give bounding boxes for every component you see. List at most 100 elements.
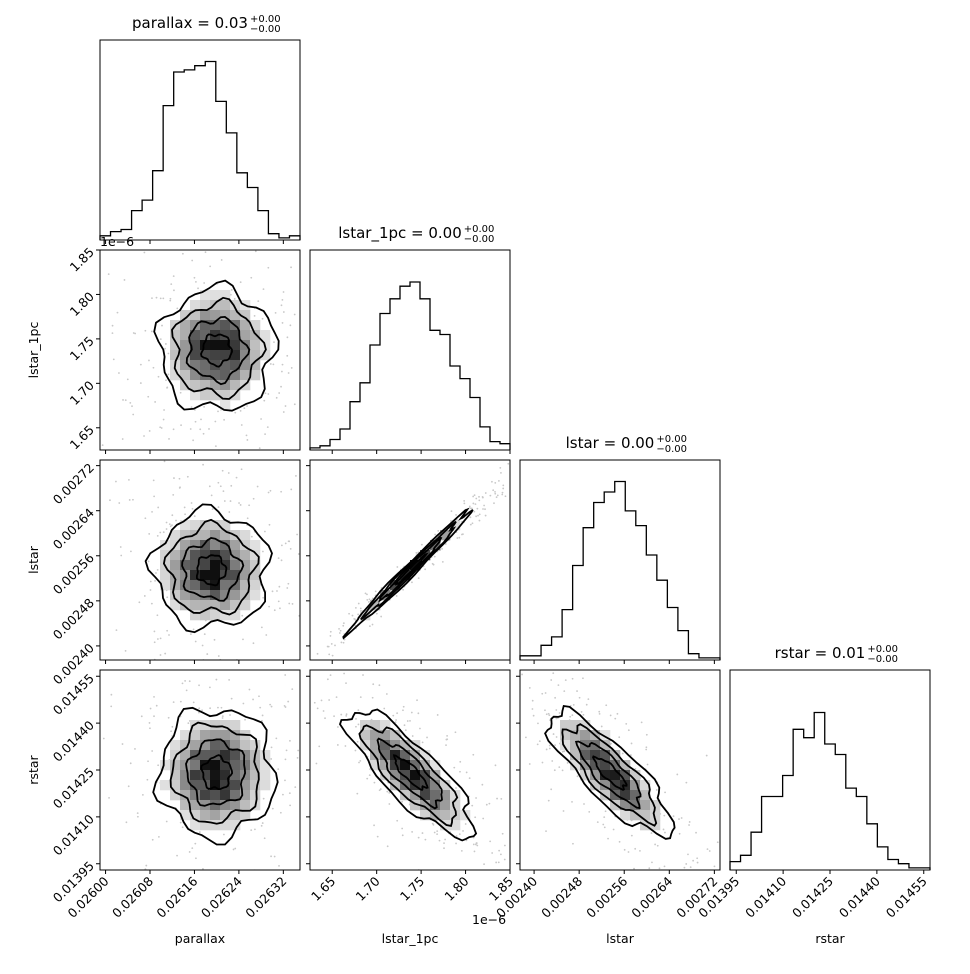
scatter-point [316,707,319,710]
scatter-point [675,890,677,892]
density-cell [410,790,421,801]
density-cell [370,600,381,611]
scatter-point [57,813,59,815]
density-cell [160,550,171,561]
scatter-point [487,871,489,873]
scatter-point [585,703,588,706]
density-cell [190,580,201,591]
density-cell [240,310,251,321]
scatter-point [562,810,565,812]
scatter-point [239,409,242,412]
scatter-point [708,850,711,852]
scatter-point [268,523,271,526]
panel-frame [99,249,301,451]
density-cell [240,320,251,331]
scatter-point [540,443,542,445]
scatter-point [108,796,110,799]
scatter-point [554,696,557,699]
density-cell [220,600,231,611]
x-axis-label-parallax: parallax [175,931,225,946]
density-cell [220,320,231,331]
scatter-point [499,467,502,469]
scatter-point [475,515,478,518]
scatter-point [208,428,210,430]
scatter-point [303,398,305,400]
scatter-point [385,693,388,695]
scatter-point [285,682,287,684]
scatter-point [202,432,205,435]
scatter-point [192,628,195,631]
scatter-point [232,848,235,851]
scatter-point [421,832,424,834]
scatter-point [151,511,153,513]
density-cell [240,740,251,751]
scatter-point [219,485,222,488]
scatter-point [696,861,699,864]
scatter-point [366,777,369,780]
scatter-point [616,712,619,715]
scatter-point [502,487,505,490]
scatter-point [580,711,583,713]
density-cell [210,770,221,781]
contour-level-2 [185,315,251,386]
density-cell [570,740,581,751]
x-tick-label: 1.75 [397,874,427,904]
scatter-point [577,933,579,935]
scatter-point [489,840,492,843]
scatter-point [433,831,436,834]
scatter-point [403,724,406,727]
density-cell [170,770,181,781]
scatter-point [96,373,98,375]
density-cell [240,780,251,791]
density-cell [420,790,431,801]
scatter-point [170,283,173,286]
scatter-point [265,634,268,636]
density-cell [620,770,631,781]
density-cell [440,790,451,801]
density-cell [620,800,631,811]
scatter-point [396,566,399,568]
scatter-point [356,792,359,795]
scatter-point [170,730,172,733]
scatter-point [189,633,192,636]
scatter-point [238,502,240,504]
scatter-point [307,695,309,697]
density-cell [200,730,211,741]
scatter-point [316,819,318,821]
scatter-point [171,524,173,526]
scatter-point [316,843,318,845]
density-cell [620,760,631,771]
histogram-panel-parallax: parallax = 0.03 +0.00−0.00 [99,14,301,241]
scatter-point [51,624,53,626]
density-cell [600,740,611,751]
scatter-point [150,621,152,623]
scatter-point [475,842,478,845]
scatter-point [531,653,533,655]
scatter-point [258,695,260,698]
density-cell [220,610,231,621]
scatter-point [278,585,281,588]
density-cell [230,340,241,351]
density-cell [640,780,651,791]
scatter-point [230,289,233,291]
scatter-point [291,688,294,691]
scatter-point [306,253,308,255]
density-cell [390,730,401,741]
scatter-point [485,803,488,806]
scatter-point [687,853,689,856]
density-cell [180,370,191,381]
density-cell [250,740,261,751]
scatter-point [134,332,137,335]
scatter-point [552,426,554,428]
scatter-point [277,452,279,454]
scatter-point [126,378,129,381]
scatter-point [460,624,462,626]
y-tick-label: 0.01425 [50,764,97,811]
scatter-point [520,464,522,466]
scatter-point [612,828,615,831]
joint-panel-parallax-lstar_1pc [85,249,308,451]
contour-level-4 [342,507,474,640]
scatter-point [85,403,87,405]
density-cell [240,760,251,771]
scatter-point [531,708,534,710]
